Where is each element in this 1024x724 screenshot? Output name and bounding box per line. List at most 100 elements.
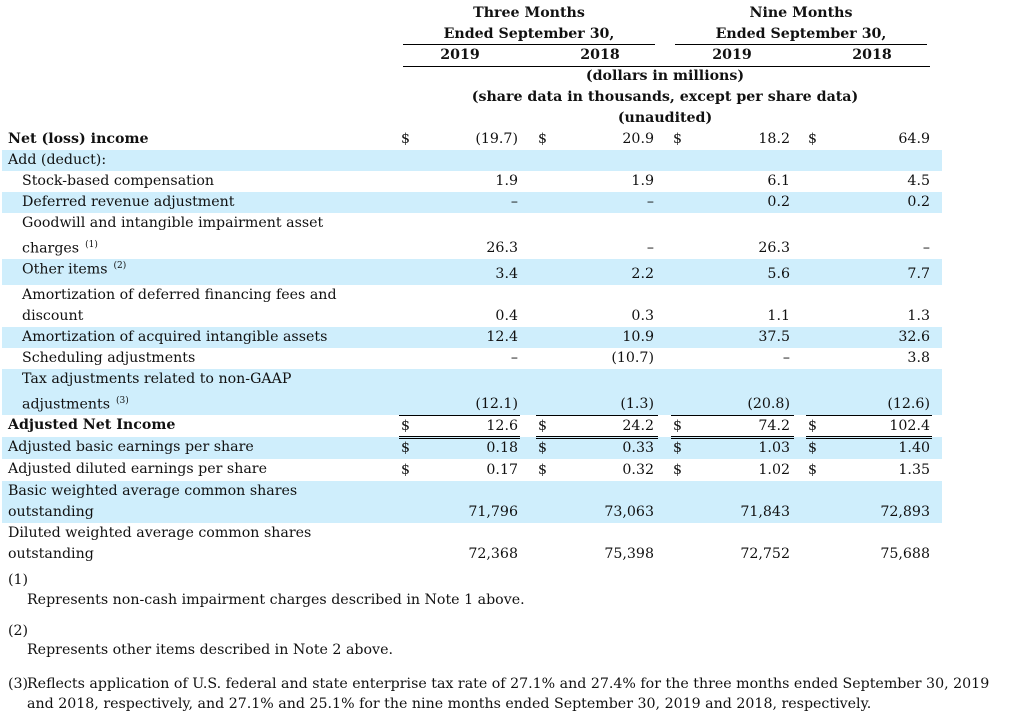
- value-cell: 7.7: [907, 266, 930, 282]
- footnote-3-marker: (3): [8, 676, 29, 692]
- table-row: Adjusted basic earnings per share $ $ $ $0.1…: [2, 437, 942, 459]
- value-cell: 20.9: [622, 131, 654, 147]
- value-cell: 3.4: [495, 266, 518, 282]
- value-cell: 1.9: [631, 173, 654, 189]
- total-double-rule: [806, 436, 932, 439]
- value-cell: 0.3: [631, 308, 654, 324]
- header-three-months: Three Months Ended September 30,: [400, 3, 658, 45]
- table-row: Basic weighted average common shares outs…: [2, 481, 942, 523]
- footnote-ref: (1): [85, 240, 98, 250]
- table-row: Diluted weighted average common shares ou…: [2, 523, 942, 565]
- value-cell: 1.3: [907, 308, 930, 324]
- value-cell: (12.6): [887, 396, 930, 412]
- value-cell: 12.6: [486, 418, 518, 434]
- footnote-ref: (2): [113, 261, 127, 271]
- row-label: Amortization of acquired intangible asse…: [22, 329, 328, 345]
- value-cell: 4.5: [907, 173, 930, 189]
- header-rule-nine: [675, 44, 927, 45]
- value-cell: 72,752: [740, 546, 790, 562]
- value-cell: (12.1): [475, 396, 518, 412]
- units-line1: (dollars in millions): [585, 68, 745, 84]
- row-label-continued-text: discount: [22, 308, 84, 324]
- row-label-continued-text: outstanding: [8, 504, 94, 520]
- row-label: Adjusted Net Income: [8, 417, 176, 433]
- total-double-rule: [536, 436, 658, 439]
- value-cell: –: [922, 240, 930, 256]
- dollar-sign: $: [808, 440, 818, 456]
- footnote-2-marker: (2): [8, 623, 29, 639]
- value-cell: 71,843: [740, 504, 790, 520]
- dollar-sign: $: [673, 462, 683, 478]
- dollar-sign: $: [401, 462, 411, 478]
- table-row: Net (loss) income $ $ $ $ (19.7) 20.9 18.2 64.9: [2, 129, 942, 150]
- value-cell: 26.3: [758, 240, 790, 256]
- row-label: Stock-based compensation: [22, 173, 215, 189]
- value-cell: –: [646, 194, 654, 210]
- row-label-continued: discount: [22, 308, 83, 324]
- row-label-continued: outstanding: [8, 504, 94, 520]
- row-label-continued-text: adjustments: [22, 396, 111, 413]
- value-cell: 75,688: [880, 546, 930, 562]
- row-label: Tax adjustments related to non-GAAP: [22, 371, 292, 387]
- table-row: Adjusted Net Income $ $ $ $12.6 24.2 74.2 102.4: [2, 415, 942, 437]
- row-label: Goodwill and intangible impairment asset: [22, 215, 324, 231]
- row-label: Deferred revenue adjustment: [22, 194, 235, 210]
- year-col-1: 2019: [440, 47, 480, 63]
- value-cell: 1.9: [495, 173, 518, 189]
- dollar-sign: $: [401, 131, 411, 147]
- value-cell: 1.35: [898, 462, 930, 478]
- value-cell: 12.4: [486, 329, 518, 345]
- table-row: Add (deduct):: [2, 150, 942, 171]
- year-col-4: 2018: [852, 47, 892, 63]
- table-row: Amortization of acquired intangible asse…: [2, 327, 942, 348]
- value-cell: 72,893: [880, 504, 930, 520]
- value-cell: (1.3): [620, 396, 654, 412]
- table-row: Amortization of deferred financing fees …: [2, 285, 942, 327]
- value-cell: 18.2: [758, 131, 790, 147]
- header-three-months-line2: Ended September 30,: [443, 26, 615, 42]
- subtotal-rule: [806, 415, 932, 416]
- row-label-continued: charges (1): [22, 240, 98, 257]
- value-cell: 0.2: [767, 194, 790, 210]
- dollar-sign: $: [673, 418, 683, 434]
- value-cell: 72,368: [468, 546, 518, 562]
- dollar-sign: $: [401, 418, 411, 434]
- row-label-continued-text: outstanding: [8, 546, 94, 562]
- dollar-sign: $: [538, 418, 548, 434]
- dollar-sign: $: [673, 440, 683, 456]
- footnote-2-text: Represents other items described in Note…: [27, 642, 393, 658]
- row-label: Other items (2): [22, 261, 127, 278]
- header-nine-months: Nine Months Ended September 30,: [672, 3, 930, 45]
- value-cell: 5.6: [767, 266, 790, 282]
- table-row: Adjusted diluted earnings per share $ $ $ $0…: [2, 459, 942, 481]
- dollar-sign: $: [401, 440, 411, 456]
- value-cell: 26.3: [486, 240, 518, 256]
- table-row: Scheduling adjustments – (10.7) – 3.8: [2, 348, 942, 369]
- row-label-continued-text: charges: [22, 240, 80, 257]
- value-cell: 0.2: [907, 194, 930, 210]
- table-row: Tax adjustments related to non-GAAP adjus…: [2, 369, 942, 415]
- units-line2: (share data in thousands, except per sha…: [471, 89, 859, 105]
- table-row: Deferred revenue adjustment – – 0.2 0.2: [2, 192, 942, 213]
- value-cell: 71,796: [468, 504, 518, 520]
- value-cell: –: [510, 194, 518, 210]
- footnote-1-text: Represents non-cash impairment charges d…: [27, 592, 525, 608]
- dollar-sign: $: [808, 131, 818, 147]
- dollar-sign: $: [673, 131, 683, 147]
- row-label-continued: outstanding: [8, 546, 94, 562]
- dollar-sign: $: [808, 418, 818, 434]
- footnote-1-marker: (1): [8, 572, 29, 588]
- row-label: Adjusted basic earnings per share: [8, 439, 254, 455]
- row-label: Scheduling adjustments: [22, 350, 196, 366]
- row-label: Adjusted diluted earnings per share: [8, 461, 267, 477]
- value-cell: 74.2: [758, 418, 790, 434]
- subtotal-rule: [399, 415, 520, 416]
- value-cell: (20.8): [747, 396, 790, 412]
- value-cell: 1.40: [898, 440, 930, 456]
- row-label: Basic weighted average common shares: [8, 483, 298, 499]
- table-row: Other items (2) 3.4 2.2 5.6 7.7: [2, 259, 942, 285]
- header-three-months-line1: Three Months: [473, 5, 585, 21]
- header-nine-months-line1: Nine Months: [749, 5, 853, 21]
- value-cell: 3.8: [907, 350, 930, 366]
- value-cell: 1.02: [758, 462, 790, 478]
